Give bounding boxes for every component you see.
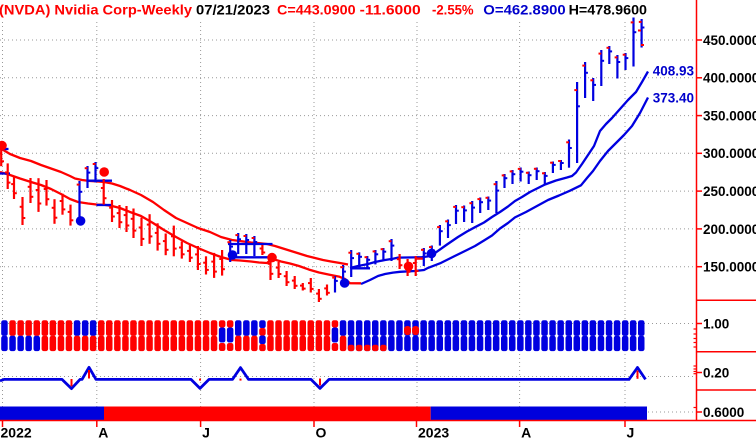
svg-text:07/21/2023: 07/21/2023 (196, 2, 270, 18)
svg-text:250.0000: 250.0000 (703, 184, 756, 199)
svg-text:J: J (202, 425, 210, 439)
svg-text:(NVDA) Nvidia Corp-Weekly: (NVDA) Nvidia Corp-Weekly (0, 2, 192, 18)
svg-text:350.0000: 350.0000 (703, 109, 756, 124)
svg-text:408.93: 408.93 (653, 63, 695, 78)
svg-text:-11.6000: -11.6000 (360, 2, 421, 18)
svg-text:J: J (627, 425, 635, 439)
svg-text:-2.55%: -2.55% (432, 2, 474, 18)
svg-text:400.0000: 400.0000 (703, 71, 756, 86)
svg-text:450.0000: 450.0000 (703, 33, 756, 48)
svg-text:150.0000: 150.0000 (703, 260, 756, 275)
svg-text:373.40: 373.40 (653, 90, 694, 105)
svg-text:0.6000: 0.6000 (703, 405, 744, 420)
svg-text:2022: 2022 (1, 425, 32, 439)
svg-text:H=478.9600: H=478.9600 (569, 2, 648, 18)
svg-text:A: A (521, 425, 531, 439)
svg-text:A: A (98, 425, 108, 439)
svg-text:1.00: 1.00 (703, 316, 729, 331)
svg-text:200.0000: 200.0000 (703, 222, 756, 237)
svg-text:0.20: 0.20 (703, 365, 729, 380)
svg-text:C=443.0900: C=443.0900 (277, 2, 356, 18)
svg-text:O=462.8900: O=462.8900 (483, 2, 566, 18)
svg-text:300.0000: 300.0000 (703, 146, 756, 161)
svg-text:2023: 2023 (418, 425, 449, 439)
svg-text:O: O (316, 425, 327, 439)
